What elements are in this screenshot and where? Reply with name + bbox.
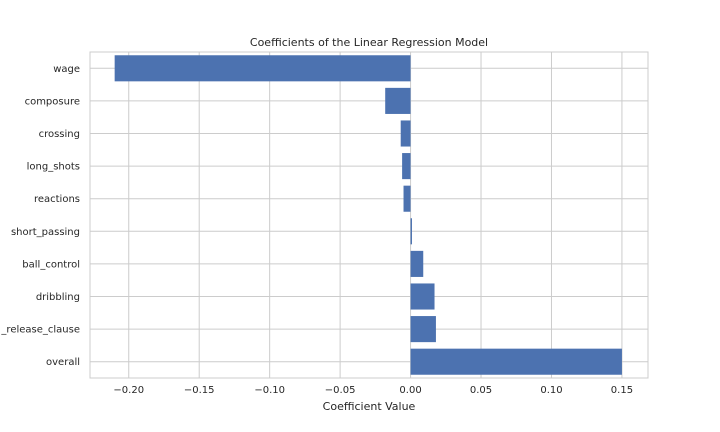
plot-frame (89, 51, 649, 379)
bar-short-passing (410, 218, 412, 245)
x-axis-title: Coefficient Value (323, 400, 416, 413)
x-tick-labels: −0.20 −0.15 −0.10 −0.05 0.00 0.05 0.10 0.15 (113, 385, 633, 396)
y-tick-label: short_passing (11, 227, 80, 238)
y-tick-label: dribbling (36, 292, 80, 303)
x-tick-label: 0.15 (611, 385, 633, 396)
y-tick-label: overall (46, 357, 80, 368)
bar-overall (410, 348, 622, 375)
bar-dribbling (410, 283, 435, 310)
x-tick-label: −0.10 (254, 385, 285, 396)
chart-title: Coefficients of the Linear Regression Mo… (250, 36, 488, 49)
x-tick-label: −0.20 (113, 385, 144, 396)
bar-composure (385, 87, 411, 114)
y-tick-label: reactions (34, 194, 80, 205)
bar-wage (114, 55, 411, 82)
bar-release-clause (410, 316, 436, 343)
x-tick-label: 0.00 (399, 385, 421, 396)
x-tick-label: 0.05 (470, 385, 492, 396)
bar-crossing (400, 120, 411, 147)
grid-lines (90, 52, 648, 378)
y-tick-label: crossing (39, 129, 80, 140)
x-tick-label: −0.05 (325, 385, 356, 396)
bar-ball-control (410, 250, 424, 277)
y-tick-label: wage (53, 64, 80, 75)
x-tick-label: −0.15 (184, 385, 215, 396)
y-tick-label: _release_clause (0, 325, 80, 336)
bar-long-shots (402, 153, 411, 180)
bar-reactions (403, 185, 411, 212)
x-tick-label: 0.10 (540, 385, 562, 396)
y-tick-labels: overall _release_clause dribbling ball_cont… (0, 64, 80, 368)
y-tick-label: ball_control (22, 259, 80, 270)
y-tick-label: composure (25, 96, 80, 107)
bars (114, 55, 622, 375)
y-tick-label: long_shots (27, 162, 80, 173)
